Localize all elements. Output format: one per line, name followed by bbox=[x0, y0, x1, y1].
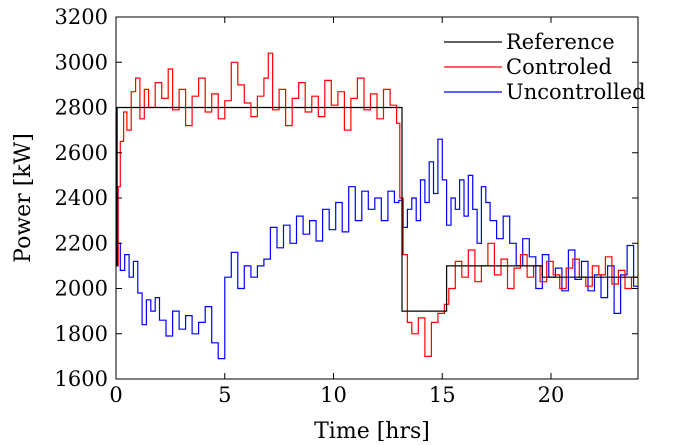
series-layer bbox=[116, 52, 638, 360]
y-tick-label: 2400 bbox=[55, 186, 108, 210]
series-line-reference bbox=[116, 106, 638, 312]
x-tick-label: 5 bbox=[218, 383, 231, 407]
series-line-uncontrolled bbox=[116, 138, 638, 360]
x-tick-label: 10 bbox=[320, 383, 347, 407]
y-tick-label: 3200 bbox=[55, 5, 108, 29]
x-tick-label: 15 bbox=[429, 383, 456, 407]
y-tick-label: 2000 bbox=[55, 277, 108, 301]
y-tick-label: 2600 bbox=[55, 141, 108, 165]
x-tick-label: 0 bbox=[109, 383, 122, 407]
y-tick-label: 2200 bbox=[55, 231, 108, 255]
x-tick-label: 20 bbox=[538, 383, 565, 407]
y-tick-label: 1600 bbox=[55, 367, 108, 391]
legend-label-reference: Reference bbox=[506, 30, 615, 54]
y-tick-label: 2800 bbox=[55, 96, 108, 120]
y-tick-label: 3000 bbox=[55, 50, 108, 74]
legend-label-uncontrolled: Uncontrolled bbox=[506, 80, 646, 104]
x-axis-label: Time [hrs] bbox=[314, 419, 430, 444]
y-axis-label: Power [kW] bbox=[11, 133, 36, 263]
y-tick-label: 1800 bbox=[55, 322, 108, 346]
legend-label-controled: Controled bbox=[506, 55, 612, 79]
series-line-controled bbox=[116, 52, 638, 357]
axis-ticks: 0 5 10 15 20 1600 1800 2000 2200 2400 2600 2800 3000… bbox=[55, 5, 638, 407]
